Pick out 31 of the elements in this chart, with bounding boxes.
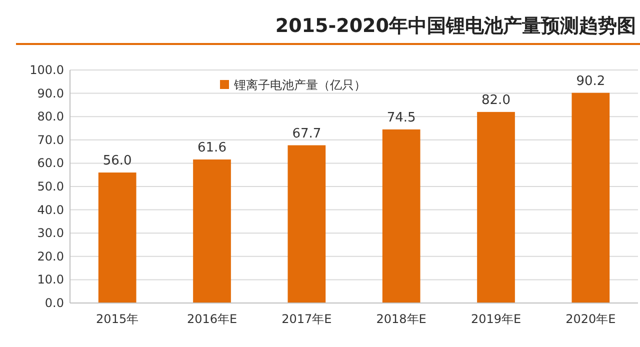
data-label: 61.6 [198, 140, 226, 156]
y-tick-label: 0.0 [44, 296, 64, 310]
legend-label: 锂离子电池产量（亿只） [233, 78, 366, 92]
y-tick-label: 60.0 [37, 156, 64, 170]
x-tick-label: 2017年E [282, 312, 332, 326]
bar [382, 129, 420, 303]
y-tick-label: 10.0 [37, 272, 64, 287]
y-tick-label: 80.0 [37, 110, 64, 124]
data-label: 56.0 [102, 154, 132, 169]
data-label: 67.7 [292, 126, 322, 142]
data-label: 90.2 [576, 74, 606, 89]
bar [193, 159, 231, 303]
bar [98, 172, 136, 303]
x-tick-label: 2016年E [186, 312, 238, 326]
y-tick-label: 70.0 [37, 132, 64, 147]
x-tick-label: 2018年E [376, 312, 426, 326]
chart-title: 2015-2020年中国锂电池产量预测趋势图 [275, 15, 636, 37]
bar [288, 145, 326, 303]
y-tick-label: 100.0 [30, 63, 64, 77]
y-tick-label: 90.0 [37, 86, 64, 100]
y-tick-label: 40.0 [37, 202, 64, 217]
x-tick-label: 2019年E [470, 312, 522, 326]
y-tick-label: 50.0 [37, 180, 64, 194]
data-label: 82.0 [482, 92, 510, 108]
x-tick-label: 2020年E [566, 312, 616, 326]
y-tick-label: 20.0 [37, 249, 64, 264]
bar [572, 92, 610, 303]
y-tick-label: 30.0 [37, 226, 64, 240]
x-tick-label: 2015年 [96, 312, 139, 326]
bar [477, 112, 515, 303]
data-label: 74.5 [386, 110, 416, 126]
